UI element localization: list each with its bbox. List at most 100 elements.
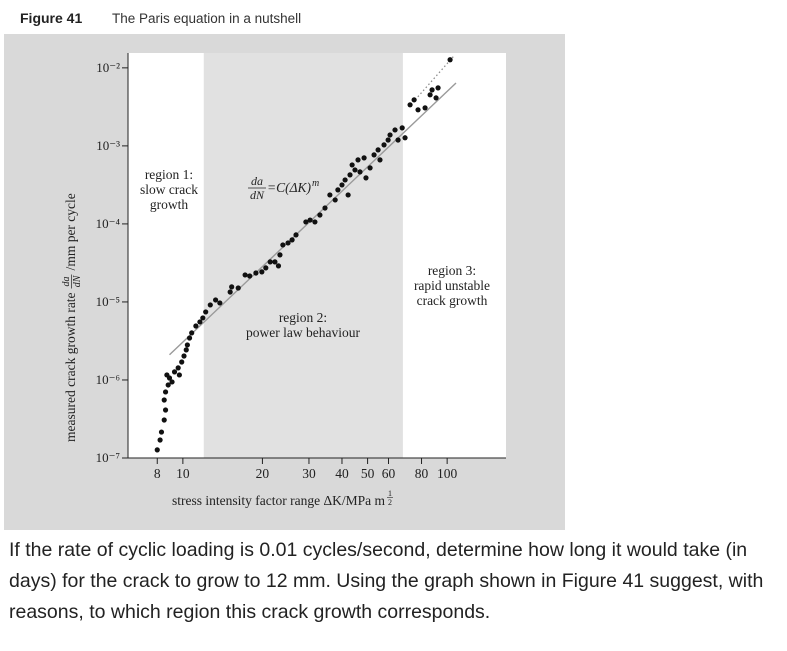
data-point xyxy=(402,135,408,141)
x-tick-label: 60 xyxy=(382,466,396,481)
data-point xyxy=(277,252,283,258)
data-point xyxy=(158,429,165,435)
y-tick-label: 10⁻² xyxy=(96,60,120,75)
data-point xyxy=(435,85,441,91)
region-label: region 1: xyxy=(145,167,193,182)
x-axis-label: stress intensity factor range ΔK/MPa m xyxy=(172,493,386,508)
y-axis-label: measured crack growth rate da dN/mm per cy… xyxy=(61,193,83,442)
x-tick-label: 80 xyxy=(415,466,429,481)
region-label: rapid unstable xyxy=(414,278,490,293)
data-point xyxy=(285,240,291,246)
data-point xyxy=(200,315,206,321)
data-point xyxy=(164,372,170,378)
data-point xyxy=(235,285,241,291)
y-label-text: measured crack growth rate xyxy=(63,292,78,442)
fit-line xyxy=(169,82,457,356)
data-point xyxy=(175,365,181,371)
x-tick-label: 40 xyxy=(335,466,349,481)
figure-caption: The Paris equation in a nutshell xyxy=(112,11,301,26)
data-point xyxy=(193,323,199,329)
y-tick-label: 10⁻³ xyxy=(96,138,120,153)
data-point xyxy=(387,132,393,138)
data-point xyxy=(161,417,167,423)
data-point xyxy=(227,289,233,295)
data-point xyxy=(186,335,193,341)
equation-exponent: m xyxy=(312,178,319,189)
region-label: crack growth xyxy=(417,293,488,308)
data-point xyxy=(399,125,405,131)
region-label: slow crack xyxy=(140,182,198,197)
y-tick-label: 10⁻⁷ xyxy=(96,450,120,465)
x-label-exp-den: 2 xyxy=(388,498,392,507)
data-point xyxy=(253,270,259,276)
x-tick-label: 10 xyxy=(176,466,190,481)
x-tick-label: 100 xyxy=(437,466,458,481)
data-point xyxy=(332,197,338,203)
data-point xyxy=(171,369,178,375)
data-point xyxy=(349,162,355,168)
data-point xyxy=(179,359,185,365)
data-point xyxy=(361,155,367,161)
data-point xyxy=(169,379,175,385)
figure: Figure 41 The Paris equation in a nutshe… xyxy=(4,10,565,530)
data-point xyxy=(303,219,309,225)
data-point xyxy=(242,272,248,278)
data-point xyxy=(229,284,235,290)
data-point xyxy=(367,165,373,171)
data-point xyxy=(181,353,187,359)
data-point xyxy=(385,137,391,143)
data-point xyxy=(433,95,439,101)
y-label-unit: /mm per cycle xyxy=(63,193,78,270)
data-point xyxy=(363,175,369,181)
data-point xyxy=(429,87,435,93)
equation-denominator: dN xyxy=(250,188,265,202)
data-point xyxy=(415,107,421,113)
data-point xyxy=(307,217,313,223)
data-point xyxy=(342,177,348,183)
data-point xyxy=(176,372,182,378)
data-point xyxy=(289,237,295,243)
data-point xyxy=(371,152,377,158)
data-point xyxy=(375,147,381,153)
region-label: region 3: xyxy=(428,263,476,278)
data-point xyxy=(447,57,453,63)
y-label-den: dN xyxy=(72,274,83,287)
data-point xyxy=(161,397,167,403)
data-point xyxy=(345,192,351,198)
x-tick-label: 20 xyxy=(256,466,270,481)
x-label-exp-num: 1 xyxy=(388,489,392,498)
data-point xyxy=(184,342,190,348)
figure-label: Figure 41 xyxy=(20,10,82,26)
data-point xyxy=(275,263,282,269)
data-point xyxy=(347,172,353,178)
data-point xyxy=(162,389,169,395)
data-point xyxy=(263,265,269,271)
data-point xyxy=(203,309,209,315)
data-point xyxy=(293,232,299,238)
equation-body: =C(ΔK) xyxy=(267,180,312,195)
data-point xyxy=(407,102,413,108)
data-point xyxy=(157,437,163,443)
x-tick-label: 50 xyxy=(361,466,375,481)
data-point xyxy=(422,105,428,111)
data-point xyxy=(259,269,265,275)
region-label: power law behaviour xyxy=(246,325,360,340)
equation-numerator: da xyxy=(251,174,263,188)
data-point xyxy=(272,259,278,265)
data-point xyxy=(280,242,286,248)
data-point xyxy=(352,167,358,173)
data-point xyxy=(339,182,345,188)
data-point xyxy=(247,273,253,279)
data-point xyxy=(183,347,189,353)
data-point xyxy=(212,297,219,303)
data-point xyxy=(207,302,213,308)
data-point xyxy=(411,97,417,103)
data-point xyxy=(165,382,171,388)
data-point xyxy=(357,169,363,175)
data-point xyxy=(355,157,361,163)
region-label: growth xyxy=(150,197,188,212)
data-point xyxy=(217,300,223,306)
data-point xyxy=(317,212,323,218)
data-point xyxy=(312,219,318,225)
